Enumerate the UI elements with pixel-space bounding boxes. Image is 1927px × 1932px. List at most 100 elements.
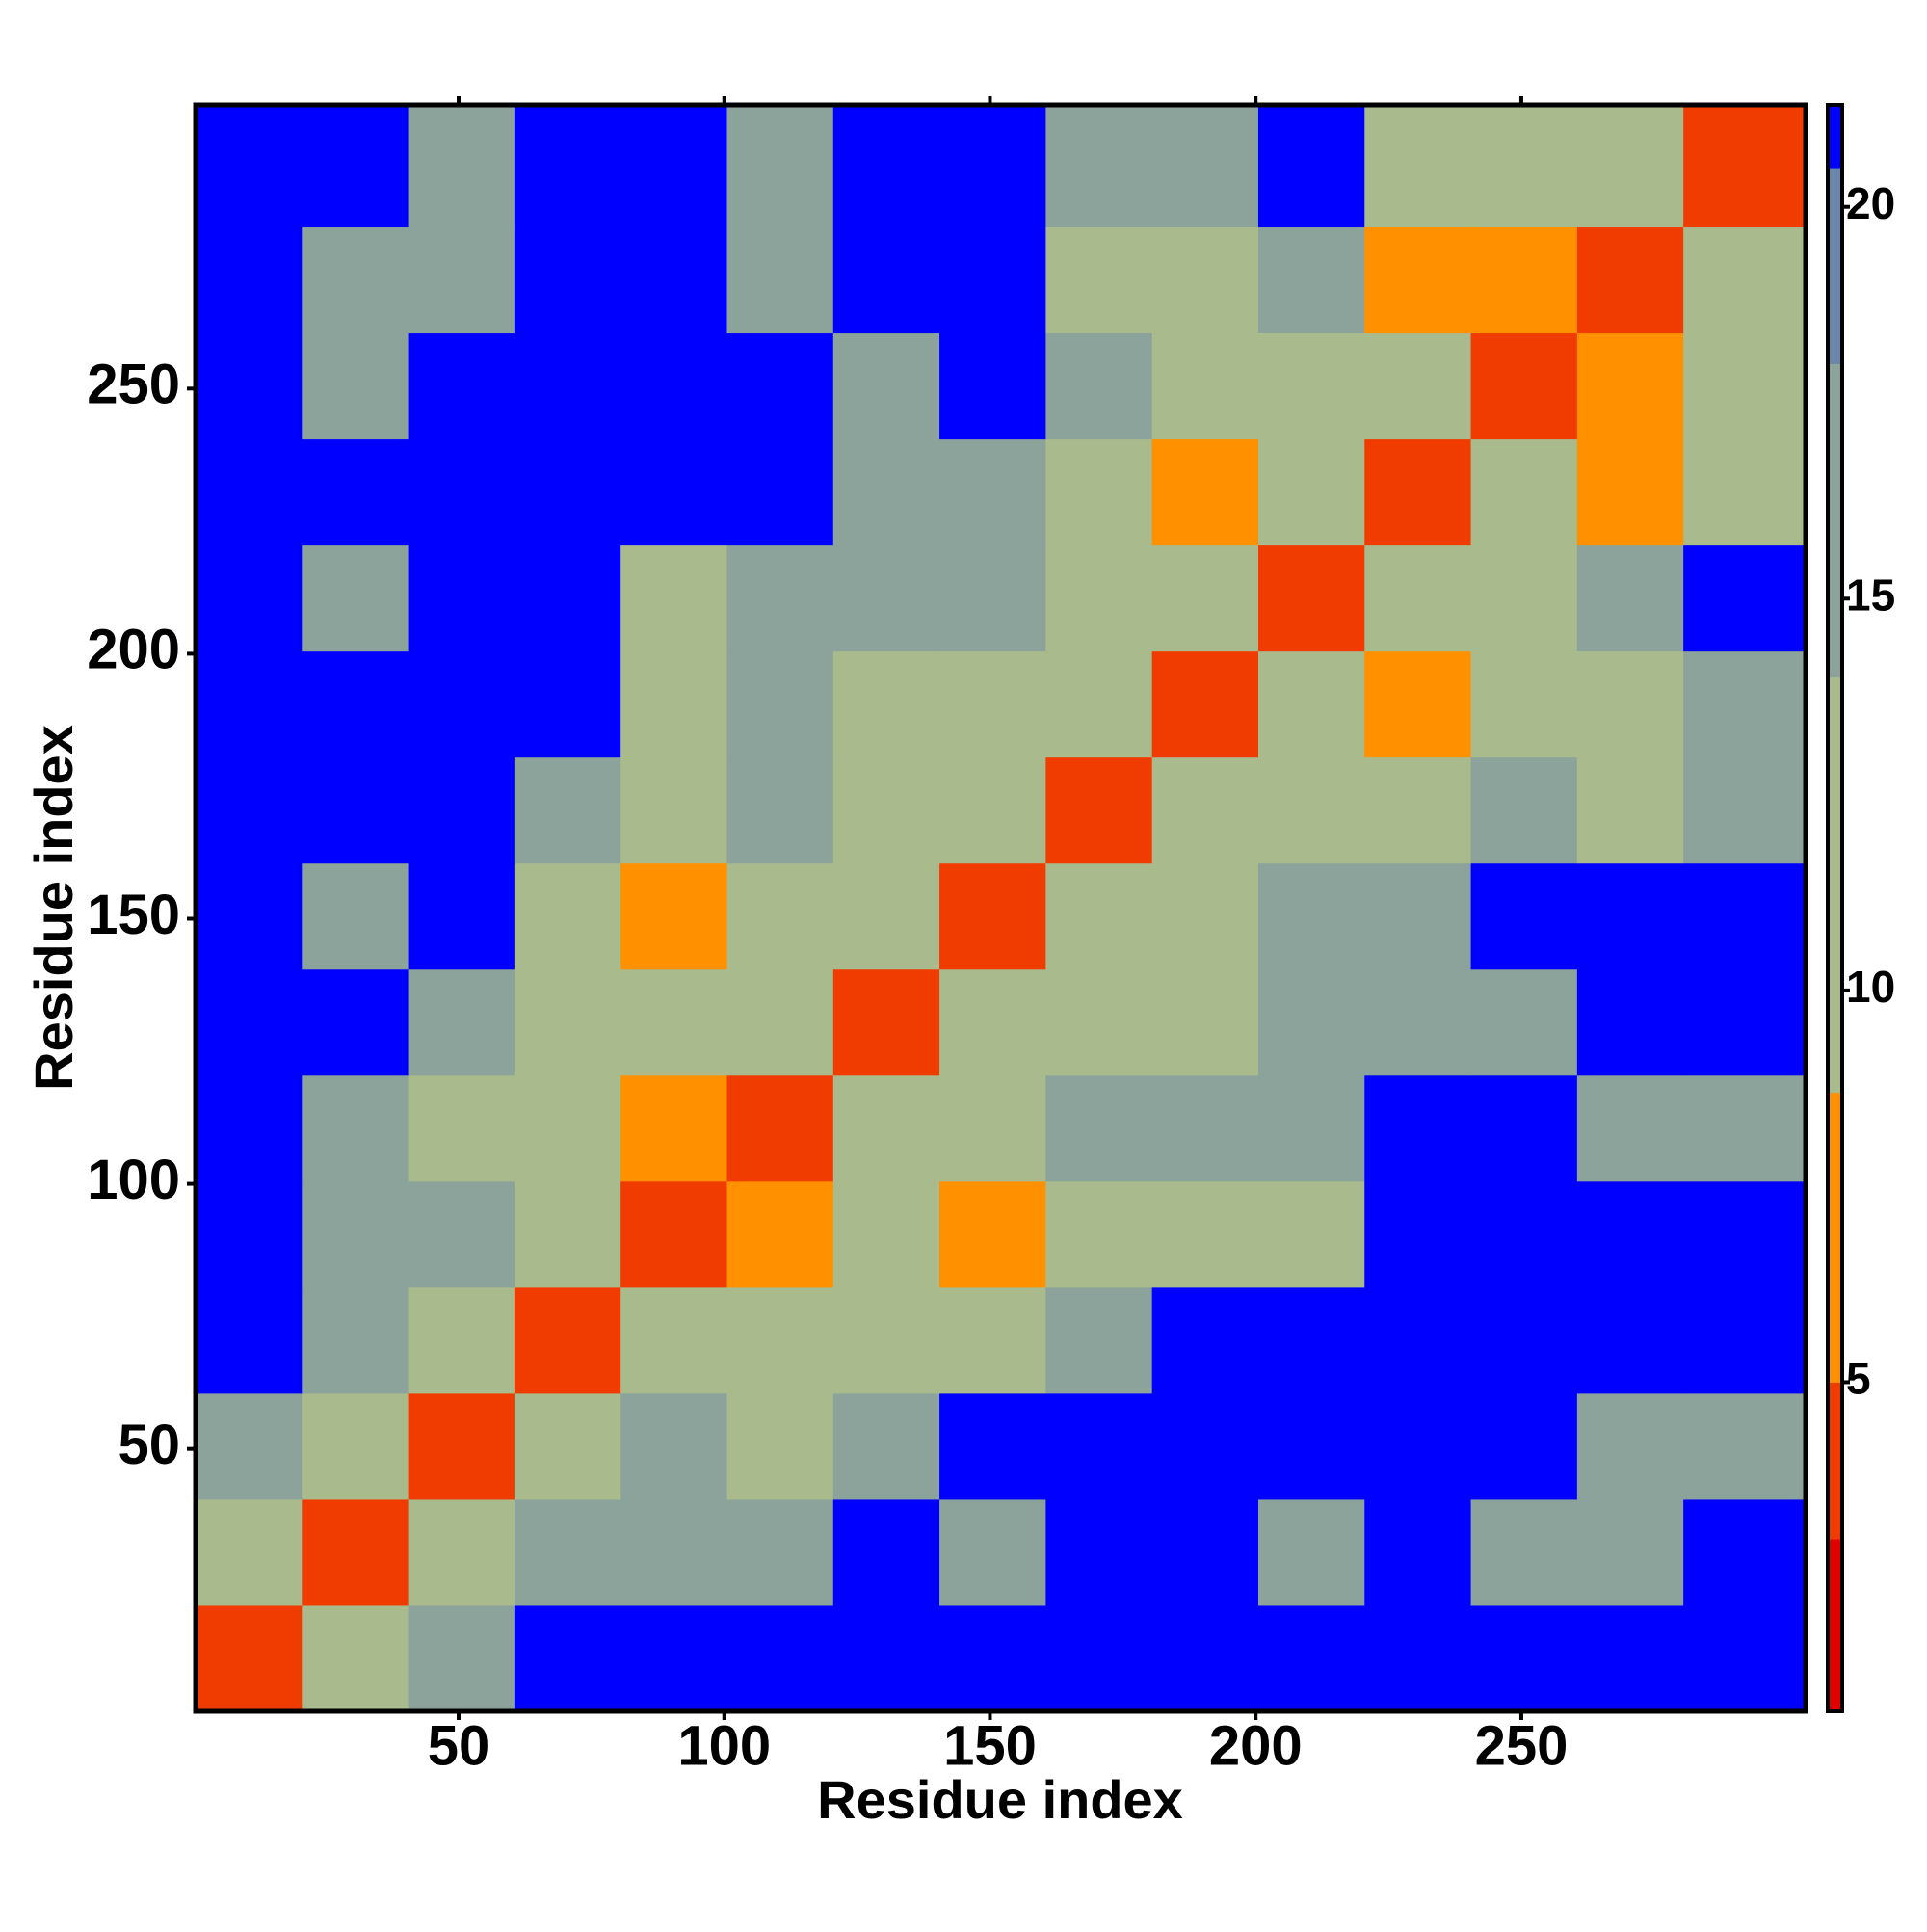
heatmap-cell (832, 1074, 940, 1182)
heatmap-cell (1364, 968, 1472, 1076)
heatmap-cell (832, 1286, 940, 1394)
heatmap-cell (1364, 862, 1472, 970)
heatmap-cell (939, 438, 1046, 546)
heatmap-cell (726, 756, 834, 864)
heatmap-cell (196, 105, 303, 228)
colorbar-band (1828, 1092, 1842, 1383)
heatmap-cell (939, 1604, 1046, 1712)
heatmap-cell (1576, 226, 1684, 334)
heatmap-cell (726, 650, 834, 758)
heatmap-cell (726, 332, 834, 440)
heatmap-cell (939, 968, 1046, 1076)
colorbar-tick-label: 5 (1846, 1354, 1871, 1404)
colorbar-frame (1826, 103, 1844, 1713)
heatmap-cell (514, 862, 621, 970)
heatmap-cell (1364, 1498, 1472, 1606)
heatmap-cell (939, 1392, 1046, 1500)
heatmap-cell (726, 1498, 834, 1606)
heatmap-cell (832, 332, 940, 440)
heatmap-cell (832, 226, 940, 334)
heatmap-cell (196, 226, 303, 334)
heatmap-cell (1257, 862, 1365, 970)
heatmap-cell (1683, 1604, 1807, 1712)
heatmap-cell (196, 756, 303, 864)
heatmap-cell (726, 1392, 834, 1500)
heatmap-cell (196, 1286, 303, 1394)
heatmap-cell (1470, 968, 1578, 1076)
heatmap-cell (1045, 1074, 1153, 1182)
heatmap-cell (1364, 226, 1472, 334)
heatmap-cell (832, 544, 940, 652)
heatmap-cell (514, 332, 621, 440)
heatmap-cell (1470, 1392, 1578, 1500)
heatmap-cell (939, 1286, 1046, 1394)
heatmap-cell (620, 1604, 727, 1712)
x-tick-label: 250 (1475, 1714, 1569, 1777)
heatmap-cell (302, 226, 409, 334)
heatmap-cell (1683, 862, 1807, 970)
heatmap-cell (1257, 1074, 1365, 1182)
heatmap-cell (1257, 1498, 1365, 1606)
heatmap-cell (1683, 332, 1807, 440)
heatmap-cell (196, 332, 303, 440)
heatmap-cell (620, 968, 727, 1076)
colorbar-band (1828, 1539, 1842, 1712)
heatmap-cell (514, 756, 621, 864)
heatmap-cell (620, 332, 727, 440)
heatmap-cell (1151, 862, 1259, 970)
heatmap-cell (832, 1604, 940, 1712)
heatmap-cell (832, 1180, 940, 1288)
heatmap-cell (1045, 756, 1153, 864)
heatmap-cell (1576, 862, 1684, 970)
heatmap-cell (620, 1286, 727, 1394)
axes: 50 100 150 200 250 50 100 150 200 250 (87, 96, 1808, 1777)
heatmap-cell (1045, 226, 1153, 334)
colorbar-band (1828, 363, 1842, 678)
heatmap-cell (1470, 1286, 1578, 1394)
heatmap-cell (726, 438, 834, 546)
heatmap-cell (514, 105, 621, 228)
heatmap-cell (408, 226, 515, 334)
heatmap-cell (302, 1180, 409, 1288)
heatmap-cell (1576, 438, 1684, 546)
heatmap-cell (620, 105, 727, 228)
heatmap-cell (1470, 1074, 1578, 1182)
heatmap-cell (1045, 862, 1153, 970)
heatmap-cell (1257, 1286, 1365, 1394)
heatmap-cell (408, 105, 515, 228)
colorbar-tick-label: 20 (1846, 178, 1895, 228)
colorbar-band (1828, 676, 1842, 1094)
heatmap-cell (620, 1074, 727, 1182)
heatmap-cell (620, 1392, 727, 1500)
y-axis-title: Residue index (23, 725, 84, 1091)
heatmap-cell (1470, 1604, 1578, 1712)
colorbar-band (1828, 1382, 1842, 1540)
heatmap-cell (1470, 650, 1578, 758)
colorbar-tick-label: 15 (1846, 569, 1895, 620)
heatmap-cell (1257, 226, 1365, 334)
heatmap-cell (1576, 105, 1684, 228)
heatmap-cell (514, 1392, 621, 1500)
heatmap-cell (1576, 1286, 1684, 1394)
colorbar: 5 10 15 20 (1826, 103, 1895, 1713)
heatmap-cell (1257, 438, 1365, 546)
heatmap-cell (726, 1074, 834, 1182)
heatmap-cell (726, 968, 834, 1076)
heatmap-cell (196, 862, 303, 970)
heatmap-cell (1470, 756, 1578, 864)
heatmap-cell (1045, 650, 1153, 758)
heatmap-cell (1470, 105, 1578, 228)
heatmap-cell (302, 1392, 409, 1500)
heatmap-cell (832, 1498, 940, 1606)
heatmap-cell (620, 1498, 727, 1606)
heatmap-cell (1576, 332, 1684, 440)
heatmap-cell (196, 438, 303, 546)
x-tick-label: 100 (677, 1714, 771, 1777)
heatmap-cell (514, 1286, 621, 1394)
heatmap-cell (1045, 1392, 1153, 1500)
heatmap-cell (1045, 1180, 1153, 1288)
heatmap-cell (408, 332, 515, 440)
heatmap-cell (514, 1604, 621, 1712)
heatmap-cell (832, 756, 940, 864)
